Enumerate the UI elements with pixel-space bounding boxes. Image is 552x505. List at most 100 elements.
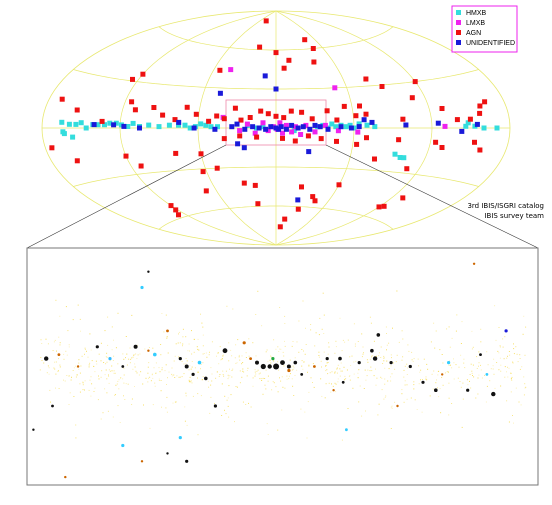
emission-speck xyxy=(166,411,168,413)
emission-speck xyxy=(377,414,379,416)
grid-parallel xyxy=(158,26,394,51)
emission-speck xyxy=(519,368,521,370)
emission-speck xyxy=(239,370,241,372)
point-agn xyxy=(151,105,157,110)
point-agn xyxy=(247,115,253,120)
emission-speck xyxy=(473,376,475,378)
zoom-source xyxy=(376,333,381,337)
point-hmxb xyxy=(343,124,349,130)
emission-speck xyxy=(264,384,266,386)
point-agn xyxy=(138,163,144,169)
emission-speck xyxy=(506,357,508,359)
emission-speck xyxy=(312,363,314,364)
emission-speck xyxy=(105,363,107,365)
emission-speck xyxy=(398,341,400,343)
emission-speck xyxy=(373,340,375,342)
emission-speck xyxy=(186,360,188,362)
emission-speck xyxy=(520,404,522,406)
emission-speck xyxy=(270,355,272,357)
emission-speck xyxy=(370,366,372,368)
emission-speck xyxy=(378,403,380,405)
emission-speck xyxy=(131,357,133,359)
emission-speck xyxy=(432,388,434,390)
point-unidentified xyxy=(273,86,279,92)
emission-speck xyxy=(478,365,479,367)
emission-speck xyxy=(100,342,102,344)
point-hmxb xyxy=(113,120,119,126)
emission-speck xyxy=(427,368,429,370)
emission-speck xyxy=(149,427,151,429)
emission-speck xyxy=(211,380,213,382)
emission-speck xyxy=(480,369,482,371)
emission-speck xyxy=(216,355,217,357)
emission-speck xyxy=(166,396,168,398)
emission-speck xyxy=(242,370,244,372)
emission-speck xyxy=(322,292,324,294)
point-hmxb xyxy=(146,122,152,128)
point-agn xyxy=(312,198,318,204)
emission-speck xyxy=(149,376,151,378)
emission-speck xyxy=(175,343,177,345)
point-unidentified xyxy=(459,128,465,134)
point-hmxb xyxy=(203,122,209,128)
point-unidentified xyxy=(137,125,142,131)
zoom-source xyxy=(213,404,217,408)
point-hmxb xyxy=(481,125,487,131)
zoom-source xyxy=(491,391,496,397)
emission-speck xyxy=(507,355,508,357)
emission-speck xyxy=(462,382,464,384)
emission-speck xyxy=(117,405,119,407)
emission-speck xyxy=(463,358,465,360)
emission-speck xyxy=(396,354,398,356)
emission-speck xyxy=(383,355,385,357)
emission-speck xyxy=(384,383,386,385)
emission-speck xyxy=(221,383,223,385)
emission-speck xyxy=(161,313,163,314)
emission-speck xyxy=(475,397,477,399)
emission-speck xyxy=(283,355,285,357)
zoom-source xyxy=(338,356,342,361)
emission-speck xyxy=(524,383,526,385)
legend-swatch-lmxb xyxy=(456,20,461,25)
emission-speck xyxy=(129,362,131,364)
emission-speck xyxy=(278,369,280,371)
emission-speck xyxy=(516,353,518,355)
emission-speck xyxy=(504,336,506,338)
point-hmxb xyxy=(333,124,339,130)
emission-speck xyxy=(300,408,302,410)
emission-speck xyxy=(418,365,420,367)
point-agn xyxy=(200,169,206,175)
point-unidentified xyxy=(283,126,289,132)
emission-speck xyxy=(318,356,320,358)
emission-speck xyxy=(178,356,180,358)
emission-speck xyxy=(390,380,392,382)
emission-speck xyxy=(472,346,474,348)
emission-speck xyxy=(108,375,110,377)
emission-speck xyxy=(103,362,105,363)
zoom-source xyxy=(421,380,425,384)
point-agn xyxy=(130,76,135,82)
emission-speck xyxy=(357,372,359,374)
emission-speck xyxy=(248,355,250,357)
emission-speck xyxy=(367,361,369,363)
emission-speck xyxy=(437,374,439,376)
emission-speck xyxy=(252,377,254,379)
point-agn xyxy=(381,203,387,209)
emission-speck xyxy=(193,339,195,340)
emission-speck xyxy=(312,382,313,383)
emission-speck xyxy=(136,344,138,346)
emission-speck xyxy=(254,369,256,371)
emission-speck xyxy=(201,379,203,380)
emission-speck xyxy=(175,401,177,403)
emission-speck xyxy=(246,375,248,377)
emission-speck xyxy=(134,363,136,365)
point-hmxb xyxy=(130,120,136,126)
emission-speck xyxy=(214,403,215,404)
emission-speck xyxy=(425,376,427,378)
emission-speck xyxy=(376,377,378,379)
emission-speck xyxy=(75,365,77,367)
emission-speck xyxy=(71,376,72,378)
emission-speck xyxy=(78,368,80,370)
emission-speck xyxy=(109,360,111,362)
emission-speck xyxy=(70,379,72,381)
